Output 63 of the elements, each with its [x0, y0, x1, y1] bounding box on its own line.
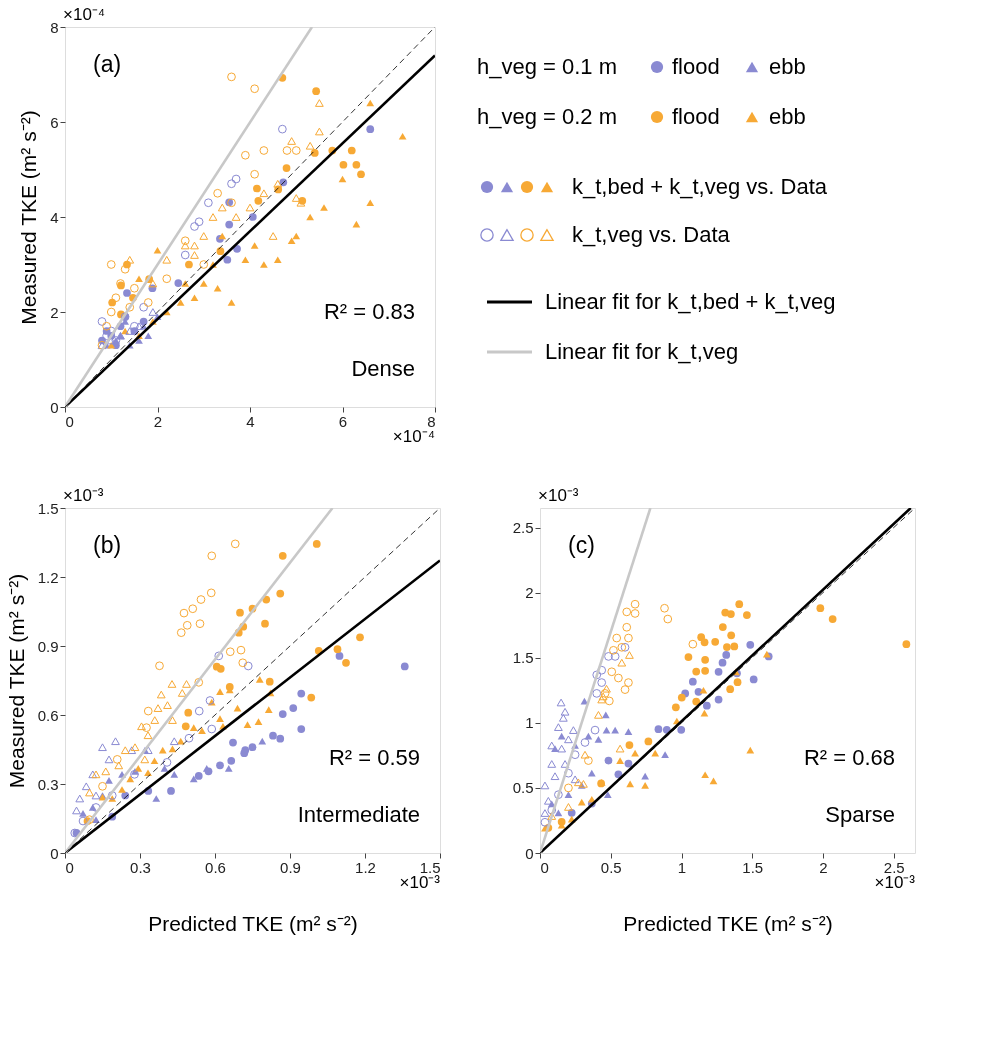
annotation: R² = 0.68: [803, 745, 895, 770]
y-tick-label: 0.3: [37, 775, 59, 793]
x-tick-label: 0.9: [280, 858, 301, 876]
text: h_veg = 0.1 m: [477, 54, 618, 79]
y-tick-label: 1.5: [512, 649, 534, 667]
text: h_veg = 0.2 m: [477, 104, 618, 129]
x-tick-label: 0: [65, 412, 74, 430]
legend-label: flood: [672, 54, 720, 79]
text: ×10⁻³: [63, 486, 104, 505]
x-tick-label: 1: [677, 858, 687, 876]
x-tick-label: 1.5: [419, 858, 441, 876]
x-tick-label: 4: [246, 412, 255, 430]
y-tick-label: 0.6: [37, 706, 59, 724]
annotation: (a): [93, 51, 122, 77]
x-tick-label: 2: [153, 412, 163, 430]
y-tick-label: 0.9: [37, 637, 59, 655]
y-tick-label: 0.5: [512, 779, 534, 797]
x-tick-label: 2.5: [883, 858, 905, 876]
x-tick-label: 6: [338, 412, 348, 430]
y-tick-label: 2: [50, 303, 59, 321]
y-tick-label: 2.5: [512, 519, 534, 537]
y-tick-label: 6: [50, 113, 59, 131]
text: k_t,bed + k_t,veg vs. Data: [572, 174, 828, 199]
text: ×10⁻⁴: [63, 5, 106, 24]
x-axis-title: Predicted TKE (m² s⁻²): [148, 911, 358, 935]
x-tick-label: 0: [65, 858, 74, 876]
y-tick-label: 2: [525, 584, 534, 602]
text: ×10⁻³: [538, 486, 579, 505]
annotation: (b): [93, 532, 122, 558]
legend-label: Linear fit for k_t,veg: [545, 339, 739, 364]
x-tick-label: 0.3: [130, 858, 151, 876]
annotation: R² = 0.59: [328, 745, 420, 770]
legend-label: ebb: [769, 104, 806, 129]
annotation: Dense: [351, 356, 415, 381]
y-tick-label: 1.5: [37, 499, 59, 517]
y-tick-label: 8: [50, 18, 59, 36]
y-tick-label: 4: [50, 208, 59, 226]
y-axis-title: Measured TKE (m² s⁻²): [17, 110, 41, 325]
x-tick-label: 0.6: [205, 858, 226, 876]
legend-label: flood: [672, 104, 720, 129]
x-tick-label: 0: [540, 858, 549, 876]
y-axis-title: Measured TKE (m² s⁻²): [4, 573, 28, 789]
x-axis-title: Predicted TKE (m² s⁻²): [623, 911, 833, 935]
y-tick-label: 1.2: [37, 568, 59, 586]
y-tick-label: 0: [525, 844, 534, 862]
legend-label: Linear fit for k_t,bed + k_t,veg: [545, 289, 836, 314]
x-tick-label: 1.5: [742, 858, 764, 876]
y-tick-label: 0: [50, 844, 59, 862]
x-tick-label: 0.5: [600, 858, 622, 876]
annotation: (c): [568, 532, 595, 558]
x-tick-label: 1.2: [355, 858, 376, 876]
x-tick-label: 8: [427, 412, 436, 430]
legend-label: ebb: [769, 54, 806, 79]
annotation: Sparse: [825, 802, 895, 827]
y-tick-label: 1: [525, 714, 534, 732]
y-tick-label: 0: [50, 398, 59, 416]
text: ×10⁻⁴: [392, 427, 435, 446]
text: ×10⁻³: [874, 873, 916, 892]
text: k_t,veg vs. Data: [572, 222, 731, 247]
text: ×10⁻³: [399, 873, 441, 892]
annotation: Intermediate: [297, 802, 420, 827]
x-tick-label: 2: [819, 858, 828, 876]
annotation: R² = 0.83: [323, 299, 415, 324]
